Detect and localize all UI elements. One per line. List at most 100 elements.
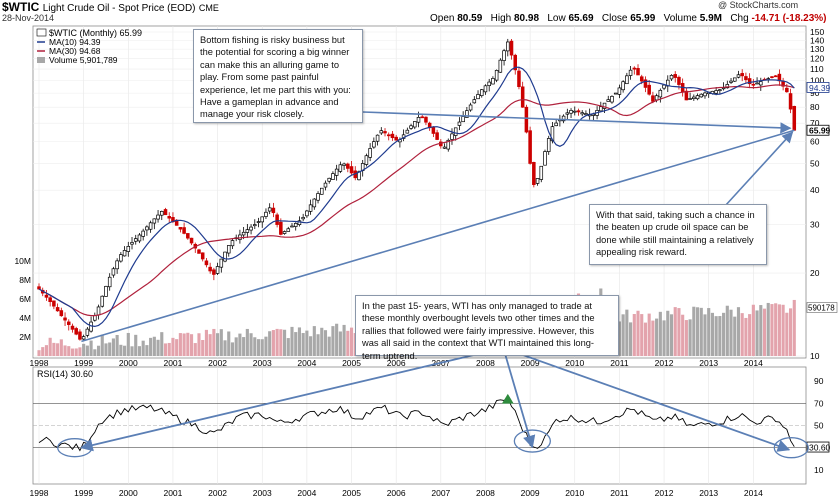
candle-body xyxy=(420,116,424,119)
rsi-x-tick-label: 1998 xyxy=(30,488,49,498)
rsi-x-tick-label: 2009 xyxy=(521,488,540,498)
ma30-line xyxy=(38,84,795,317)
volume-bar xyxy=(788,308,793,356)
volume-bar xyxy=(759,305,763,356)
candle-body xyxy=(561,115,566,122)
volume-bar xyxy=(197,333,201,356)
volume-bar xyxy=(323,330,328,356)
volume-bar xyxy=(256,339,261,356)
volume-bar xyxy=(692,306,696,356)
candle-body xyxy=(249,226,253,231)
candle-body xyxy=(349,166,354,174)
volume-bar xyxy=(230,342,235,356)
volume-bar xyxy=(149,337,153,356)
arrow-note1-to-last xyxy=(362,111,792,134)
price-y-tick-label: 10 xyxy=(810,351,820,361)
volume-bar xyxy=(684,320,688,356)
rsi-y-tick-label: 50 xyxy=(814,421,824,431)
candle-body xyxy=(602,102,607,109)
candle-body xyxy=(245,229,250,233)
price-x-tick-label: 1998 xyxy=(30,358,49,368)
candle-body xyxy=(580,112,584,115)
candle-body xyxy=(133,238,138,242)
candle-body xyxy=(96,306,101,316)
candle-body xyxy=(37,286,41,290)
candle-body xyxy=(200,252,205,260)
rsi-x-tick-label: 2006 xyxy=(387,488,406,498)
volume-bar xyxy=(781,304,785,356)
candle-body xyxy=(654,95,659,101)
volume-bar xyxy=(238,333,242,356)
volume-bar xyxy=(242,337,246,356)
volume-bar xyxy=(744,317,748,356)
candle-body xyxy=(755,82,759,85)
volume-bar xyxy=(52,342,56,356)
volume-label: Volume xyxy=(663,13,697,24)
candle-body xyxy=(346,163,350,169)
rsi-x-tick-label: 2007 xyxy=(431,488,450,498)
volume-bar xyxy=(316,334,320,356)
volume-bar xyxy=(792,299,796,356)
rsi-last-badge xyxy=(806,441,830,453)
candle-body xyxy=(714,90,718,94)
volume-bar xyxy=(722,312,726,356)
volume-bar xyxy=(152,336,156,356)
price-x-tick-label: 2010 xyxy=(565,358,584,368)
candle-body xyxy=(67,321,71,325)
candle-body xyxy=(692,96,696,99)
candle-body xyxy=(160,211,164,216)
candle-body xyxy=(725,84,730,89)
volume-bar xyxy=(41,347,45,356)
candle-body xyxy=(275,214,279,225)
candle-body xyxy=(74,328,78,335)
candle-body xyxy=(364,155,369,165)
price-x-tick-label: 2006 xyxy=(387,358,406,368)
volume-y-tick-label: 2M xyxy=(19,332,31,342)
exchange: CME xyxy=(198,3,219,13)
candle-body xyxy=(230,240,235,247)
candle-body xyxy=(119,254,123,262)
volume-bar xyxy=(96,345,101,356)
last-price-badge xyxy=(806,124,830,136)
volume-bar xyxy=(115,334,119,356)
volume-bar xyxy=(338,331,342,356)
rsi-line xyxy=(38,396,795,452)
ohlc-summary: Open 80.59 High 80.98 Low 65.69 Close 65… xyxy=(430,13,827,24)
candle-body xyxy=(625,75,629,85)
candle-body xyxy=(498,59,503,73)
candle-body xyxy=(673,74,677,78)
candle-body xyxy=(241,231,246,236)
candle-body xyxy=(435,132,439,140)
volume-bar xyxy=(312,326,316,356)
candle-body xyxy=(535,178,540,184)
legend-volume-swatch xyxy=(37,57,45,63)
candle-body xyxy=(539,165,544,180)
candle-body xyxy=(413,121,417,128)
annotation-bottom-fishing: Bottom fishing is risky business but the… xyxy=(193,29,363,123)
rsi-x-tick-label: 2004 xyxy=(297,488,316,498)
volume-bar xyxy=(175,339,179,356)
stockcharts-credit: @ StockCharts.com xyxy=(718,0,799,10)
volume-bar xyxy=(777,304,781,356)
candle-body xyxy=(334,168,339,176)
candle-body xyxy=(342,163,346,166)
candle-body xyxy=(476,94,480,100)
candle-body xyxy=(271,207,276,214)
rsi-y-tick-label: 70 xyxy=(814,398,824,408)
candle-body xyxy=(386,134,391,137)
arrow-to-1999 xyxy=(80,347,504,452)
instrument-name: Light Crude Oil - Spot Price (EOD) xyxy=(42,3,196,14)
ma-price-label: 94.39 xyxy=(809,83,831,93)
candle-body xyxy=(491,78,495,85)
volume-bar xyxy=(751,304,755,356)
volume-bar xyxy=(729,309,733,356)
price-y-tick-label: 60 xyxy=(810,137,820,147)
volume-bar xyxy=(349,327,354,356)
volume-bar xyxy=(78,347,82,356)
candle-body xyxy=(219,258,224,268)
volume-bar xyxy=(108,342,112,356)
candle-body xyxy=(643,79,648,88)
candle-body xyxy=(584,113,588,116)
volume-bar xyxy=(56,343,60,356)
volume-bar xyxy=(178,333,182,356)
